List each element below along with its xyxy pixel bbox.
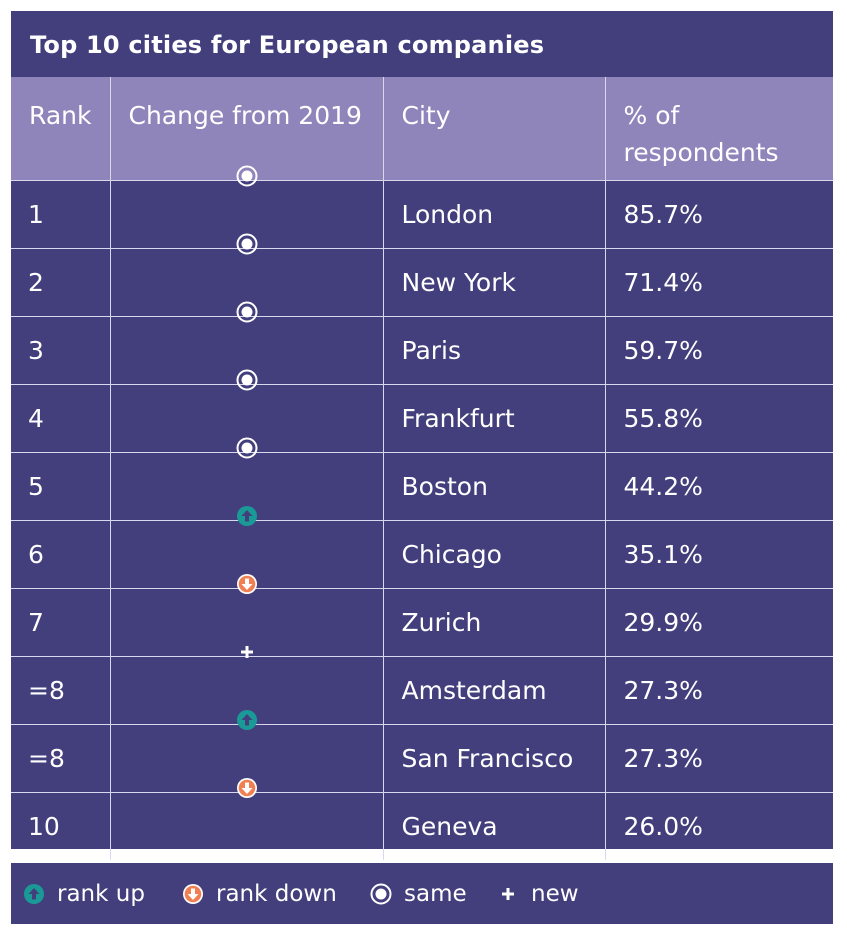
column-header-percent: % of respondents (604, 77, 833, 181)
rank-cell: 5 (11, 451, 111, 521)
legend-label-up: rank up (57, 880, 145, 907)
table-row: 2 New York 71.4% (11, 233, 833, 317)
city-cell: Geneva (382, 791, 606, 860)
arrow-up-circle-icon (236, 709, 258, 731)
rank-cell: =8 (11, 655, 111, 725)
percent-cell: 26.0% (604, 791, 833, 860)
dot-in-circle-icon (236, 437, 258, 459)
arrow-up-circle-icon (236, 505, 258, 527)
table-row: 7 Zurich 29.9% (11, 573, 833, 657)
rank-cell: 4 (11, 383, 111, 453)
table-row: =8 Amsterdam 27.3% (11, 645, 833, 725)
table-row: 3 Paris 59.7% (11, 301, 833, 385)
arrow-up-circle-icon (23, 883, 57, 905)
change-cell (109, 573, 384, 657)
dot-in-circle-icon (236, 165, 258, 187)
rank-cell: 6 (11, 519, 111, 589)
dot-in-circle-icon (236, 301, 258, 323)
dot-in-circle-icon (370, 883, 404, 905)
rank-cell: 7 (11, 587, 111, 657)
arrow-down-circle-icon (182, 883, 216, 905)
city-cell: Amsterdam (382, 655, 606, 725)
percent-cell: 71.4% (604, 247, 833, 317)
table-row: =8 San Francisco 27.3% (11, 709, 833, 793)
percent-cell: 29.9% (604, 587, 833, 657)
city-cell: London (382, 179, 606, 249)
plus-icon (497, 883, 531, 905)
change-cell (109, 301, 384, 385)
change-cell (109, 369, 384, 453)
rank-cell: 3 (11, 315, 111, 385)
legend-label-same: same (404, 880, 467, 907)
legend-item-same: same (370, 863, 467, 924)
percent-cell: 44.2% (604, 451, 833, 521)
dot-in-circle-icon (236, 369, 258, 391)
rank-cell: 1 (11, 179, 111, 249)
dot-in-circle-icon (236, 233, 258, 255)
title-bar: Top 10 cities for European companies (11, 11, 833, 77)
column-header-city: City (382, 77, 606, 181)
legend-label-new: new (531, 880, 579, 907)
legend-item-new: new (497, 863, 579, 924)
city-cell: Paris (382, 315, 606, 385)
city-cell: New York (382, 247, 606, 317)
percent-cell: 55.8% (604, 383, 833, 453)
arrow-down-circle-icon (236, 777, 258, 799)
percent-cell: 59.7% (604, 315, 833, 385)
city-cell: San Francisco (382, 723, 606, 793)
header-row: Rank Change from 2019 City % of responde… (11, 77, 833, 181)
percent-cell: 27.3% (604, 723, 833, 793)
legend-item-up: rank up (23, 863, 145, 924)
percent-cell: 35.1% (604, 519, 833, 589)
city-cell: Chicago (382, 519, 606, 589)
ranking-table: Rank Change from 2019 City % of responde… (11, 77, 833, 860)
change-cell (109, 777, 384, 860)
table-row: 4 Frankfurt 55.8% (11, 369, 833, 453)
table-row: 1 London 85.7% (11, 165, 833, 249)
column-header-rank: Rank (11, 77, 111, 181)
arrow-down-circle-icon (236, 573, 258, 595)
city-cell: Zurich (382, 587, 606, 657)
plus-icon (236, 641, 258, 663)
legend: rank up rank down same new (11, 863, 833, 924)
legend-label-down: rank down (216, 880, 337, 907)
legend-item-down: rank down (182, 863, 337, 924)
percent-cell: 85.7% (604, 179, 833, 249)
rank-cell: 10 (11, 791, 111, 860)
table-row: 10 Geneva 26.0% (11, 777, 833, 860)
city-cell: Frankfurt (382, 383, 606, 453)
city-cell: Boston (382, 451, 606, 521)
rank-cell: 2 (11, 247, 111, 317)
table-row: 6 Chicago 35.1% (11, 505, 833, 589)
column-header-change: Change from 2019 (109, 77, 384, 181)
percent-cell: 27.3% (604, 655, 833, 725)
chart-title: Top 10 cities for European companies (30, 31, 545, 59)
table-row: 5 Boston 44.2% (11, 437, 833, 521)
rank-cell: =8 (11, 723, 111, 793)
